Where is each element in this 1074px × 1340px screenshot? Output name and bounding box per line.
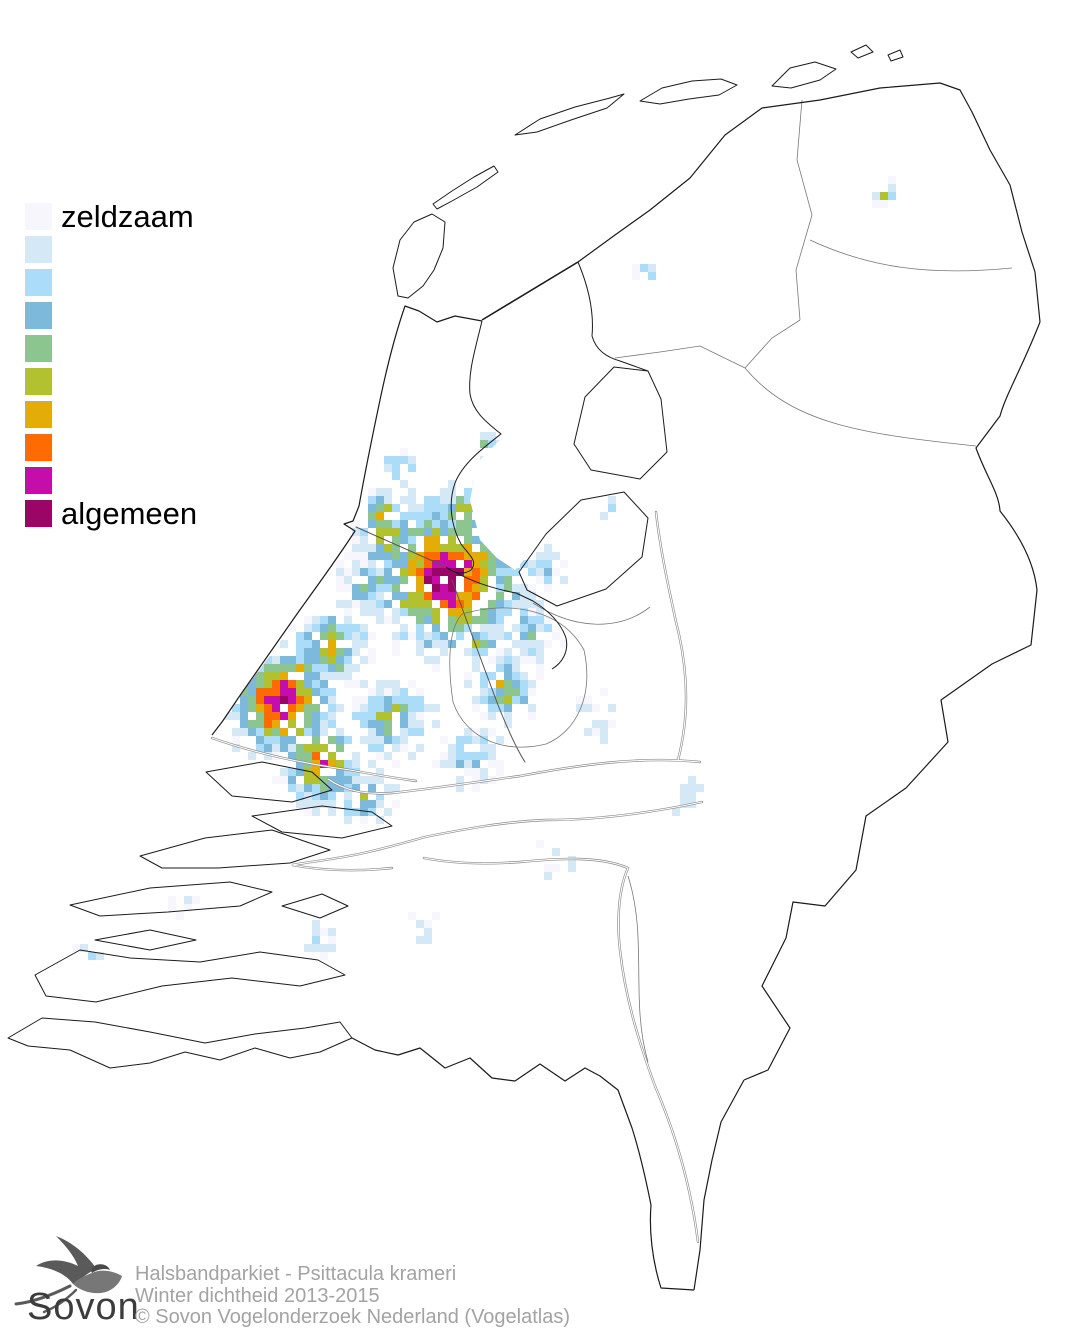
legend-swatch-2 [25, 269, 52, 296]
legend-row: algemeen [25, 496, 198, 531]
tholen [281, 893, 349, 919]
sovon-swallow-logo-icon [14, 1236, 122, 1314]
limburg-east-border [693, 1079, 745, 1291]
species-title: Halsbandparkiet - Psittacula krameri [135, 1263, 457, 1285]
legend-swatch-1 [25, 236, 52, 263]
texel [392, 213, 446, 299]
legend-row [25, 236, 197, 263]
flevoland [518, 491, 649, 607]
noord-beveland [94, 929, 197, 951]
noordoostpolder [573, 366, 668, 480]
schiermonnikoog [771, 61, 837, 89]
legend-swatch-8 [25, 467, 52, 494]
province-borders-layer [449, 99, 1013, 1063]
rivers-layer [210, 510, 704, 1244]
voorne-putten [205, 761, 333, 803]
legend-label-rare: zeldzaam [61, 199, 194, 234]
legend-swatch-3 [25, 302, 52, 329]
ijsselmeer-west-shore [445, 320, 502, 574]
legend-row [25, 401, 197, 428]
legend-swatch-5 [25, 368, 52, 395]
goeree-overflakkee [139, 829, 331, 869]
legend-swatch-6 [25, 401, 52, 428]
legend-row: zeldzaam [25, 199, 197, 234]
coastline-layer [7, 44, 1041, 1291]
map-caption: Halsbandparkiet - Psittacula krameri Win… [135, 1263, 571, 1329]
copyright-line: © Sovon Vogelonderzoek Nederland (Vogela… [135, 1306, 571, 1328]
map-footer: Sovon Halsbandparkiet - Psittacula krame… [0, 1228, 1074, 1340]
terschelling [514, 93, 625, 136]
density-legend: zeldzaam algemeen [25, 199, 198, 531]
walcheren-zuid-beveland [34, 949, 346, 1003]
german-border [743, 321, 1041, 1081]
legend-swatch-4 [25, 335, 52, 362]
coast-west [211, 305, 483, 736]
hoeksche-waard [251, 805, 393, 839]
friesland-ijsselmeer-shore [577, 261, 649, 372]
legend-row [25, 269, 197, 296]
sovon-logo-text: Sovon [27, 1286, 140, 1328]
vlieland [432, 165, 499, 210]
rottum-islets [850, 44, 904, 62]
legend-row [25, 467, 197, 494]
legend-swatch-0 [25, 203, 52, 230]
limburg-belgium-border [351, 1037, 695, 1291]
legend-row [25, 434, 197, 461]
markermeer-south-shore [445, 566, 568, 670]
ameland [639, 78, 738, 105]
zeeuws-vlaanderen [7, 1017, 353, 1069]
wadden-coast [577, 82, 1041, 323]
legend-row [25, 368, 197, 395]
legend-row [25, 302, 197, 329]
legend-swatch-7 [25, 434, 52, 461]
legend-label-common: algemeen [61, 496, 198, 531]
schouwen-duiveland [69, 881, 273, 917]
map-subtitle: Winter dichtheid 2013-2015 [135, 1284, 380, 1307]
legend-row [25, 335, 197, 362]
legend-swatch-9 [25, 500, 52, 527]
afsluitdijk [481, 261, 579, 321]
